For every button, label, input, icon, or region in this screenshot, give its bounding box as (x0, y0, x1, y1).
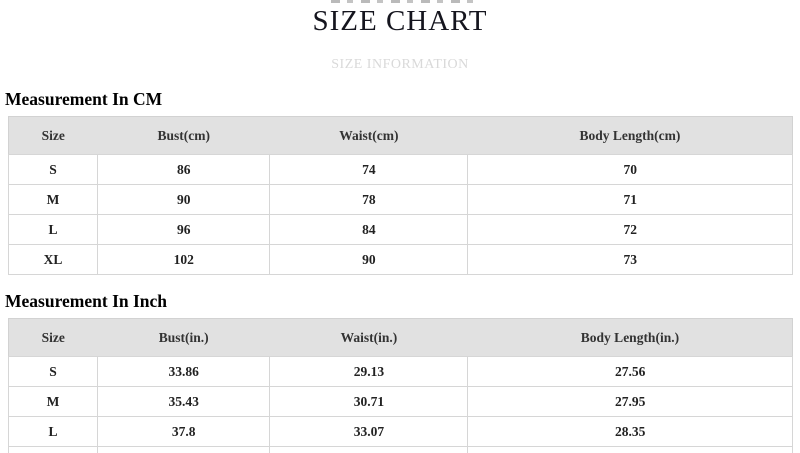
table-header-row: Size Bust(cm) Waist(cm) Body Length(cm) (8, 116, 793, 155)
table-cell: S (8, 356, 98, 387)
table-cell: 28.35 (467, 416, 793, 447)
table-cell: L (8, 416, 98, 447)
table-row: M 90 78 71 (8, 184, 793, 215)
table-cell: M (8, 184, 98, 215)
table-cell: 84 (269, 214, 469, 245)
page-subtitle: SIZE INFORMATION (331, 57, 469, 72)
table-cell: S (8, 154, 98, 185)
table-cell: 102 (96, 244, 271, 275)
inch-size-table: Size Bust(in.) Waist(in.) Body Length(in.) S… (8, 318, 793, 453)
cm-section-heading: Measurement In CM (5, 89, 163, 109)
table-cell: 28.74 (467, 446, 793, 453)
table-cell: 27.56 (467, 356, 793, 387)
table-cell: 33.07 (269, 416, 469, 447)
table-cell: 74 (269, 154, 469, 185)
column-header: Body Length(cm) (467, 116, 793, 155)
table-row: M 35.43 30.71 27.95 (8, 386, 793, 417)
table-cell: 29.13 (269, 356, 469, 387)
table-row: XL 102 90 73 (8, 244, 793, 275)
table-cell: 70 (467, 154, 793, 185)
table-cell: 35.43 (269, 446, 469, 453)
table-row: L 37.8 33.07 28.35 (8, 416, 793, 447)
column-header: Size (8, 318, 98, 357)
inch-section-heading: Measurement In Inch (5, 291, 168, 311)
table-cell: 96 (96, 214, 271, 245)
table-cell: 30.71 (269, 386, 469, 417)
cropped-text-remnant (331, 0, 476, 3)
table-row: S 86 74 70 (8, 154, 793, 185)
table-cell: 90 (269, 244, 469, 275)
table-cell: 71 (467, 184, 793, 215)
table-cell: L (8, 214, 98, 245)
table-cell: 27.95 (467, 386, 793, 417)
cm-size-table: Size Bust(cm) Waist(cm) Body Length(cm) S 86 7… (8, 116, 793, 275)
table-cell: 72 (467, 214, 793, 245)
table-cell: 73 (467, 244, 793, 275)
table-cell: 90 (96, 184, 271, 215)
table-row: XL40.1635.4328.74 (8, 446, 793, 453)
table-cell: 86 (96, 154, 271, 185)
table-cell: M (8, 386, 98, 417)
table-header-row: Size Bust(in.) Waist(in.) Body Length(in.) (8, 318, 793, 357)
table-cell: 33.86 (96, 356, 271, 387)
column-header: Bust(in.) (97, 318, 270, 357)
table-cell: XL (8, 244, 98, 275)
table-row: S 33.86 29.13 27.56 (8, 356, 793, 387)
table-cell: 40.16 (96, 446, 271, 453)
table-cell: XL (8, 446, 98, 453)
table-cell: 78 (269, 184, 469, 215)
table-cell: 35.43 (96, 386, 271, 417)
column-header: Bust(cm) (97, 116, 270, 155)
page-title: SIZE CHART (312, 5, 488, 37)
table-cell: 37.8 (96, 416, 271, 447)
column-header: Waist(in.) (269, 318, 468, 357)
column-header: Waist(cm) (269, 116, 468, 155)
column-header: Body Length(in.) (467, 318, 793, 357)
column-header: Size (8, 116, 98, 155)
table-row: L 96 84 72 (8, 214, 793, 245)
